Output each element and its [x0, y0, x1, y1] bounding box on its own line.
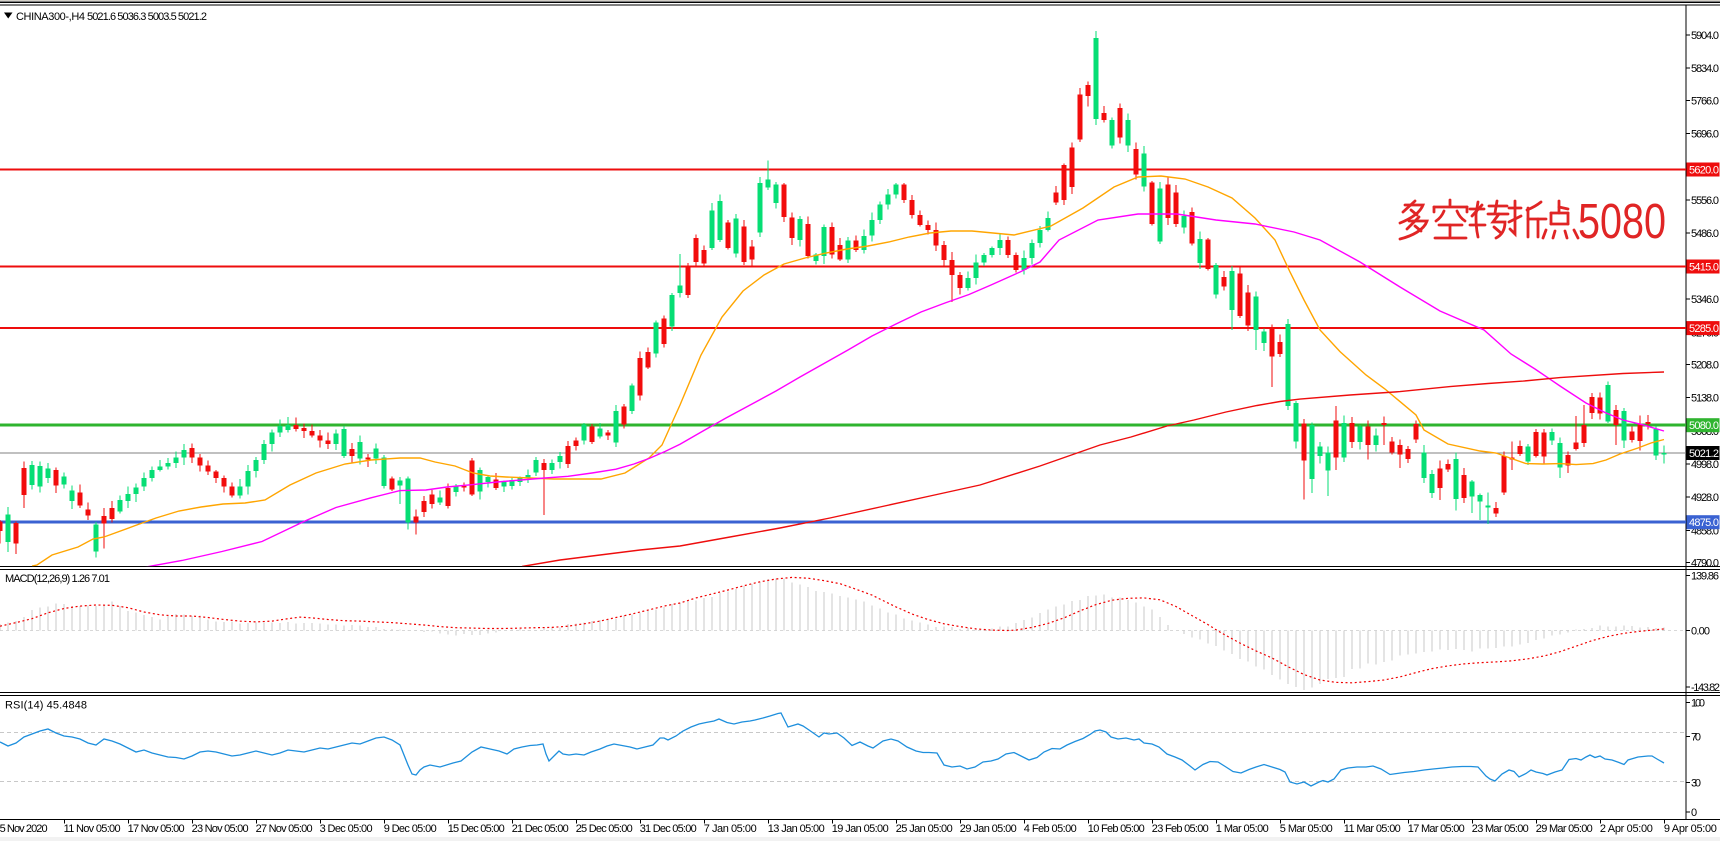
- svg-text:5 Nov 2020: 5 Nov 2020: [0, 823, 48, 835]
- svg-text:5766.0: 5766.0: [1691, 95, 1719, 107]
- svg-text:5620.0: 5620.0: [1689, 165, 1719, 177]
- svg-text:29 Mar 05:00: 29 Mar 05:00: [1536, 823, 1593, 835]
- svg-text:5138.0: 5138.0: [1691, 393, 1719, 405]
- svg-text:17 Nov 05:00: 17 Nov 05:00: [128, 823, 185, 835]
- svg-text:2 Apr 05:00: 2 Apr 05:00: [1600, 823, 1653, 835]
- svg-text:0: 0: [1691, 807, 1697, 819]
- svg-text:9 Apr 05:00: 9 Apr 05:00: [1664, 823, 1717, 835]
- svg-text:5486.0: 5486.0: [1691, 228, 1719, 240]
- svg-text:1 Mar 05:00: 1 Mar 05:00: [1216, 823, 1269, 835]
- svg-text:5021.6 5036.3 5003.5 5021.2: 5021.6 5036.3 5003.5 5021.2: [87, 11, 207, 23]
- svg-text:5904.0: 5904.0: [1691, 30, 1719, 42]
- svg-text:70: 70: [1691, 731, 1701, 743]
- svg-text:139.86: 139.86: [1691, 571, 1719, 583]
- svg-text:23 Feb 05:00: 23 Feb 05:00: [1152, 823, 1209, 835]
- svg-text:31 Dec 05:00: 31 Dec 05:00: [640, 823, 697, 835]
- svg-text:-143.82: -143.82: [1691, 682, 1720, 694]
- svg-text:30: 30: [1691, 777, 1701, 789]
- svg-text:15 Dec 05:00: 15 Dec 05:00: [448, 823, 505, 835]
- svg-text:5346.0: 5346.0: [1691, 294, 1719, 306]
- svg-text:100: 100: [1691, 698, 1705, 710]
- svg-text:4875.0: 4875.0: [1689, 517, 1719, 529]
- svg-text:10 Feb 05:00: 10 Feb 05:00: [1088, 823, 1145, 835]
- svg-text:0.00: 0.00: [1691, 626, 1710, 638]
- svg-text:5021.2: 5021.2: [1689, 448, 1719, 460]
- svg-text:4928.0: 4928.0: [1691, 492, 1719, 504]
- svg-text:27 Nov 05:00: 27 Nov 05:00: [256, 823, 313, 835]
- svg-text:5 Mar 05:00: 5 Mar 05:00: [1280, 823, 1333, 835]
- svg-text:19 Jan 05:00: 19 Jan 05:00: [832, 823, 889, 835]
- svg-text:13 Jan 05:00: 13 Jan 05:00: [768, 823, 825, 835]
- svg-text:5556.0: 5556.0: [1691, 195, 1719, 207]
- svg-text:CHINA300-,H4: CHINA300-,H4: [16, 11, 85, 23]
- svg-text:4998.0: 4998.0: [1691, 459, 1719, 471]
- svg-text:9 Dec 05:00: 9 Dec 05:00: [384, 823, 437, 835]
- svg-text:5834.0: 5834.0: [1691, 63, 1719, 75]
- svg-text:23 Nov 05:00: 23 Nov 05:00: [192, 823, 249, 835]
- svg-text:11 Mar 05:00: 11 Mar 05:00: [1344, 823, 1401, 835]
- svg-text:5080: 5080: [1578, 195, 1666, 249]
- svg-text:5285.0: 5285.0: [1689, 323, 1719, 335]
- svg-text:25 Dec 05:00: 25 Dec 05:00: [576, 823, 633, 835]
- svg-text:RSI(14) 45.4848: RSI(14) 45.4848: [5, 700, 87, 712]
- svg-text:5080.0: 5080.0: [1689, 420, 1719, 432]
- svg-text:29 Jan 05:00: 29 Jan 05:00: [960, 823, 1017, 835]
- svg-text:5208.0: 5208.0: [1691, 360, 1719, 372]
- svg-text:11 Nov 05:00: 11 Nov 05:00: [64, 823, 121, 835]
- svg-text:7 Jan 05:00: 7 Jan 05:00: [704, 823, 757, 835]
- svg-text:5415.0: 5415.0: [1689, 262, 1719, 274]
- svg-text:5696.0: 5696.0: [1691, 129, 1719, 141]
- svg-text:3 Dec 05:00: 3 Dec 05:00: [320, 823, 373, 835]
- svg-text:25 Jan 05:00: 25 Jan 05:00: [896, 823, 953, 835]
- svg-text:4790.0: 4790.0: [1691, 558, 1719, 570]
- svg-text:17 Mar 05:00: 17 Mar 05:00: [1408, 823, 1465, 835]
- svg-text:23 Mar 05:00: 23 Mar 05:00: [1472, 823, 1529, 835]
- svg-text:4 Feb 05:00: 4 Feb 05:00: [1024, 823, 1077, 835]
- svg-text:21 Dec 05:00: 21 Dec 05:00: [512, 823, 569, 835]
- svg-text:MACD(12,26,9) 1.26 7.01: MACD(12,26,9) 1.26 7.01: [5, 573, 110, 585]
